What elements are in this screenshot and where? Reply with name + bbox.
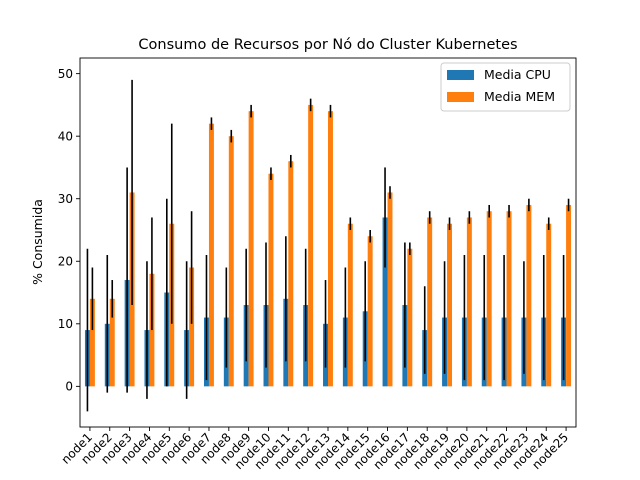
bar-mem-node16 — [387, 192, 393, 387]
error-bars-layer — [86, 79, 570, 412]
legend-label-mem: Media MEM — [484, 89, 555, 104]
bar-mem-node13 — [328, 111, 333, 387]
bar-mem-node8 — [228, 136, 234, 387]
bar-mem-node15 — [367, 236, 373, 387]
bar-mem-node19 — [447, 223, 452, 387]
y-tick-label: 40 — [58, 129, 73, 143]
bar-mem-node24 — [546, 223, 552, 387]
bar-cpu-node16 — [382, 217, 388, 387]
y-tick-label: 50 — [58, 67, 73, 81]
y-tick-label: 20 — [58, 255, 73, 269]
legend-swatch-cpu — [447, 70, 474, 80]
legend: Media CPU Media MEM — [440, 62, 571, 112]
y-tick-label: 0 — [65, 380, 73, 394]
y-axis-label: % Consumida — [30, 199, 45, 285]
y-tick-label: 30 — [58, 192, 73, 206]
bar-mem-node11 — [288, 161, 294, 387]
bar-mem-node21 — [486, 211, 492, 387]
bar-mem-node22 — [506, 211, 512, 387]
bar-mem-node6 — [189, 267, 195, 387]
bar-mem-node2 — [109, 298, 115, 387]
legend-label-cpu: Media CPU — [484, 67, 551, 82]
legend-swatch-mem — [447, 92, 474, 102]
bar-mem-node9 — [248, 111, 254, 387]
bar-mem-node18 — [427, 217, 433, 387]
bar-mem-node7 — [208, 123, 214, 387]
bar-mem-node17 — [407, 248, 413, 387]
y-axis: 0 10 20 30 40 50 — [58, 67, 80, 394]
bar-mem-node14 — [347, 223, 353, 387]
y-tick-label: 10 — [58, 317, 73, 331]
bar-mem-node10 — [268, 173, 274, 387]
bar-mem-node20 — [466, 217, 472, 387]
bar-mem-node12 — [308, 104, 314, 387]
bar-mem-node25 — [566, 204, 572, 387]
bar-mem-node1 — [89, 298, 95, 387]
chart-title: Consumo de Recursos por Nó do Cluster Ku… — [138, 37, 517, 53]
bar-mem-node23 — [526, 204, 532, 387]
